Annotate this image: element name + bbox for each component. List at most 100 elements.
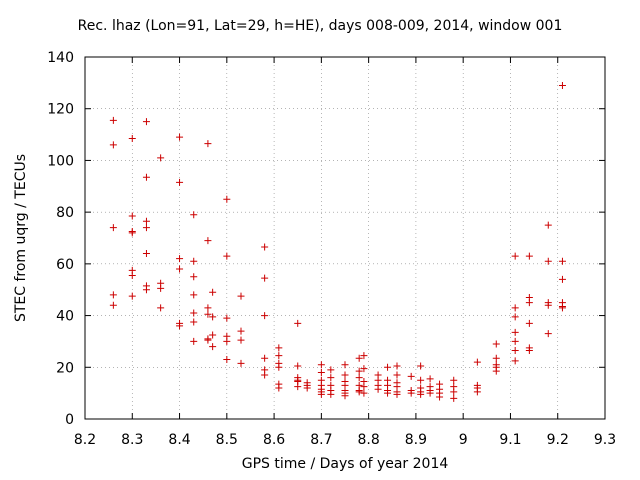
data-point <box>157 154 165 162</box>
data-point <box>407 372 415 380</box>
data-point <box>204 237 212 245</box>
x-tick-label: 8.9 <box>405 432 427 448</box>
x-tick-label: 9.1 <box>499 432 521 448</box>
y-axis-label: STEC from uqrg / TECUs <box>13 153 29 323</box>
data-point <box>190 211 198 219</box>
data-point <box>417 362 425 370</box>
data-point <box>204 304 212 312</box>
y-tick-label: 120 <box>47 102 74 118</box>
x-tick-label: 8.5 <box>216 432 238 448</box>
data-point <box>360 383 368 391</box>
data-point <box>209 313 217 321</box>
data-point <box>261 371 269 379</box>
data-point <box>558 81 566 89</box>
y-tick-label: 0 <box>65 412 74 428</box>
data-point <box>393 362 401 370</box>
axis-ticks <box>84 56 606 420</box>
data-point <box>176 133 184 141</box>
data-point <box>355 354 363 362</box>
data-point <box>525 299 533 307</box>
data-point <box>360 352 368 360</box>
data-point <box>492 354 500 362</box>
data-point <box>128 292 136 300</box>
data-point <box>190 309 198 317</box>
data-point <box>142 224 150 232</box>
data-point <box>190 318 198 326</box>
y-tick-label: 60 <box>56 257 74 273</box>
data-point <box>355 367 363 375</box>
data-point <box>204 310 212 318</box>
data-point <box>204 140 212 148</box>
data-point <box>492 367 500 375</box>
data-point <box>355 374 363 382</box>
y-tick-label: 80 <box>56 205 74 221</box>
data-point <box>341 361 349 369</box>
data-point <box>190 337 198 345</box>
data-point <box>341 371 349 379</box>
data-point <box>128 134 136 142</box>
data-point <box>209 343 217 351</box>
data-point <box>544 221 552 229</box>
data-point <box>275 344 283 352</box>
data-point <box>275 363 283 371</box>
x-tick-label: 8.8 <box>358 432 380 448</box>
y-tick-label: 100 <box>47 153 74 169</box>
grid <box>85 57 605 419</box>
data-point <box>176 322 184 330</box>
data-point <box>558 275 566 283</box>
data-point <box>317 361 325 369</box>
data-point <box>511 357 519 365</box>
y-tick-label: 40 <box>56 309 74 325</box>
data-point <box>142 173 150 181</box>
data-point <box>109 116 117 124</box>
data-point <box>223 314 231 322</box>
data-points <box>109 81 566 402</box>
data-point <box>109 301 117 309</box>
data-point <box>223 337 231 345</box>
data-point <box>426 375 434 383</box>
x-tick-label: 8.7 <box>310 432 332 448</box>
data-point <box>544 257 552 265</box>
data-point <box>204 336 212 344</box>
data-point <box>303 384 311 392</box>
data-point <box>142 286 150 294</box>
data-point <box>511 304 519 312</box>
data-point <box>450 388 458 396</box>
data-point <box>558 257 566 265</box>
data-point <box>142 250 150 258</box>
data-point <box>393 390 401 398</box>
data-point <box>237 292 245 300</box>
data-point <box>317 368 325 376</box>
data-point <box>176 255 184 263</box>
data-point <box>558 304 566 312</box>
x-tick-label: 9.2 <box>547 432 569 448</box>
data-point <box>142 118 150 126</box>
data-point <box>223 356 231 364</box>
data-point <box>157 304 165 312</box>
data-point <box>511 337 519 345</box>
data-point <box>190 273 198 281</box>
data-point <box>436 393 444 401</box>
data-point <box>294 362 302 370</box>
data-point <box>417 376 425 384</box>
data-point <box>109 224 117 232</box>
y-tick-label: 140 <box>47 50 74 66</box>
data-point <box>209 288 217 296</box>
data-point <box>294 383 302 391</box>
data-point <box>327 366 335 374</box>
data-point <box>294 319 302 327</box>
data-point <box>128 229 136 237</box>
x-tick-label: 8.3 <box>121 432 143 448</box>
data-point <box>393 371 401 379</box>
data-point <box>190 257 198 265</box>
data-point <box>261 312 269 320</box>
data-point <box>261 243 269 251</box>
data-point <box>176 265 184 273</box>
data-point <box>190 291 198 299</box>
data-point <box>511 346 519 354</box>
data-point <box>407 389 415 397</box>
data-point <box>374 385 382 393</box>
data-point <box>142 217 150 225</box>
data-point <box>128 271 136 279</box>
data-point <box>525 252 533 260</box>
